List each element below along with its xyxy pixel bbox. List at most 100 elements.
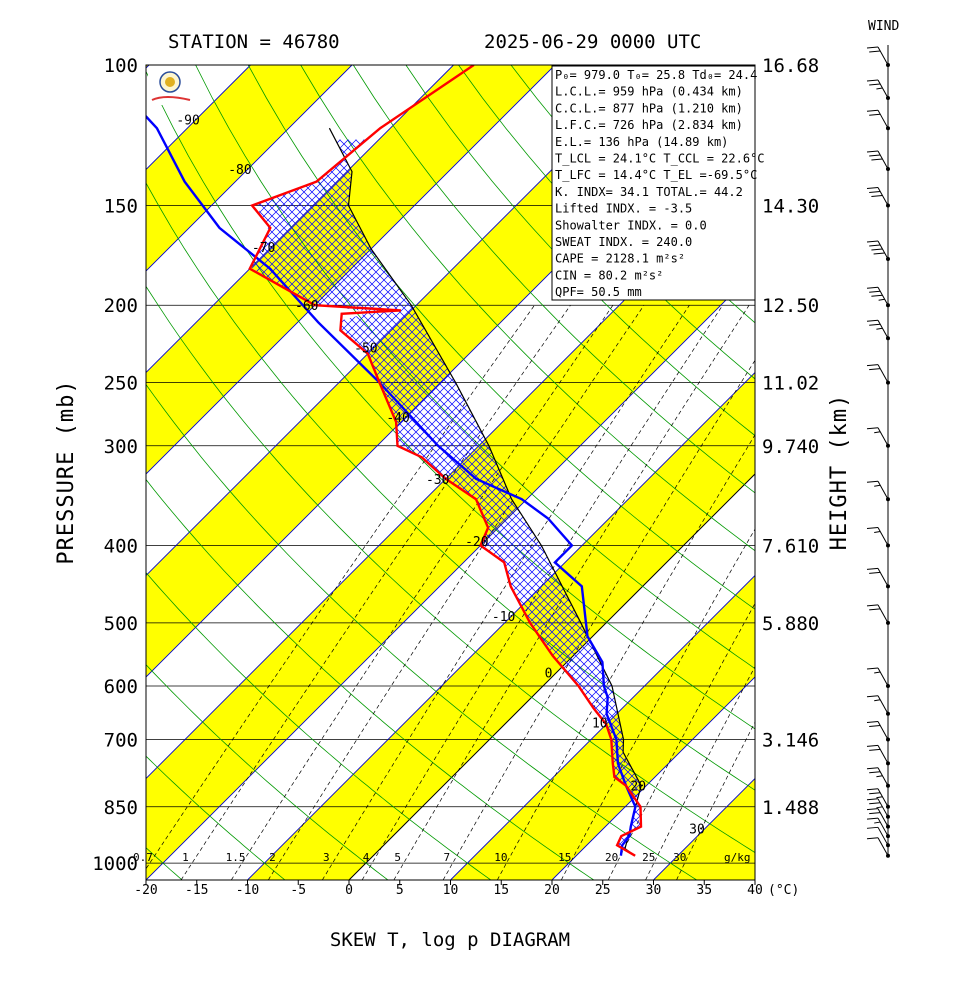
mixing-ratio-line [393, 305, 750, 880]
height-tick-label: 14.30 [762, 196, 819, 218]
station-title: STATION = 46780 [168, 31, 340, 53]
wind-barb-flag [871, 195, 883, 198]
wind-barb-half [874, 821, 881, 824]
wind-barb-shaft [877, 745, 889, 764]
wind-barb-flag [869, 608, 881, 611]
wind-barb-flag [866, 798, 879, 801]
wind-barb-flag [866, 744, 879, 747]
wind-barb-half [874, 431, 881, 434]
isotherm-label: -50 [354, 342, 377, 357]
y2-axis-label: HEIGHT (km) [827, 394, 852, 551]
wind-barb-flag [866, 826, 879, 829]
temp-tick-label: -15 [185, 883, 208, 898]
wind-barb-flag [866, 788, 879, 791]
index-line: C.C.L.= 877 hPa (1.210 km) [555, 101, 743, 115]
date-title: 2025-06-29 0000 UTC [484, 31, 701, 53]
wind-barb-shaft [877, 808, 889, 827]
height-tick-label: 16.68 [762, 55, 819, 77]
pressure-tick-label: 100 [104, 55, 138, 77]
isotherm-label: -80 [228, 163, 251, 178]
mixing-ratio-line [322, 305, 690, 880]
wind-barb-shaft [877, 527, 889, 546]
temp-tick-label: 35 [696, 883, 712, 898]
wind-barb-shaft [877, 837, 889, 856]
wind-barb-flag [869, 748, 881, 751]
dewpoint-line [146, 114, 637, 856]
wind-barb-flag [866, 187, 879, 190]
dry-adiabat [146, 664, 389, 880]
temp-tick-label: 5 [396, 883, 404, 898]
isotherm-label: -20 [465, 535, 488, 550]
cape-area [250, 139, 641, 856]
wind-barb-flag [866, 767, 879, 770]
temp-tick-label: -20 [134, 883, 157, 898]
wind-barb-flag [869, 571, 881, 574]
wind-barb-shaft [877, 721, 889, 740]
index-line: T_LCL = 24.1°C T_CCL = 22.6°C [555, 152, 765, 166]
index-line: L.C.L.= 959 hPa (0.434 km) [555, 85, 743, 99]
height-tick-label: 12.50 [762, 295, 819, 317]
wind-barb-shaft [877, 788, 889, 808]
wind-barb-shaft [877, 427, 889, 447]
temp-tick-label: 40 [747, 883, 763, 898]
wind-barb-flag [869, 771, 881, 774]
isotherm-band [857, 65, 960, 880]
wind-barb-shaft [877, 46, 889, 66]
wind-barb-flag [869, 812, 881, 815]
temperature-line [248, 65, 643, 857]
temp-tick-label: -10 [236, 883, 259, 898]
wind-barb-flag [871, 158, 883, 161]
dry-adiabat [146, 572, 492, 880]
isotherm-label: -60 [295, 299, 318, 314]
isotherm-label: -30 [426, 473, 449, 488]
wind-barb-flag [866, 319, 879, 322]
height-tick-label: 3.146 [762, 729, 819, 751]
wind-barb-half [878, 298, 885, 301]
wind-barb-shaft [877, 695, 889, 715]
wind-barb-flag [866, 567, 879, 570]
index-line: E.L.= 136 hPa (14.89 km) [555, 135, 728, 149]
isotherm-label: -90 [176, 113, 199, 128]
isotherm [450, 574, 755, 880]
wind-barb-shaft [877, 287, 889, 306]
wind-barb-shaft [877, 568, 889, 587]
wind-barb-flag [866, 286, 879, 289]
mixing-ratio-label: 10 [494, 851, 507, 864]
wind-barb-half [874, 531, 881, 533]
pressure-tick-label: 500 [104, 613, 138, 635]
dry-adiabat [146, 383, 697, 880]
wind-barb-half [874, 671, 881, 674]
wind-barb-flag [866, 150, 879, 153]
mixing-ratio-label: 4 [363, 851, 370, 864]
wind-barb-flag [866, 837, 879, 840]
wind-barb-flag [869, 290, 881, 293]
mixing-ratio-line [268, 305, 645, 880]
dry-adiabat [879, 65, 960, 880]
pressure-tick-label: 850 [104, 797, 138, 819]
isotherm [551, 676, 755, 880]
mixing-ratio-label: 25 [642, 851, 655, 864]
profiles [146, 65, 643, 857]
wind-barb-flag [866, 695, 879, 698]
index-line: SWEAT INDX. = 240.0 [555, 235, 692, 249]
index-line: T_LFC = 14.4°C T_EL =-69.5°C [555, 168, 757, 182]
wind-barb-flag [869, 50, 881, 53]
isotherm-label: -40 [386, 411, 409, 426]
wind-barb-half [876, 775, 883, 778]
temp-tick-label: 25 [595, 883, 611, 898]
logo [148, 67, 195, 105]
index-line: Lifted INDX. = -3.5 [555, 202, 692, 216]
mixing-ratio-label: 1 [182, 851, 189, 864]
isotherm-label: 30 [689, 822, 705, 837]
wind-barb-flag [871, 294, 883, 297]
mixing-ratio-line [645, 665, 755, 880]
wind-barb-flag [866, 240, 879, 243]
mixing-ratio-line [146, 304, 535, 870]
wind-barb-flag [869, 368, 881, 371]
wind-barb-half [876, 87, 883, 90]
wind-barb-flag [866, 720, 879, 723]
mixing-ratio-label: 2 [269, 851, 276, 864]
mixing-ratio-label: 7 [444, 851, 451, 864]
